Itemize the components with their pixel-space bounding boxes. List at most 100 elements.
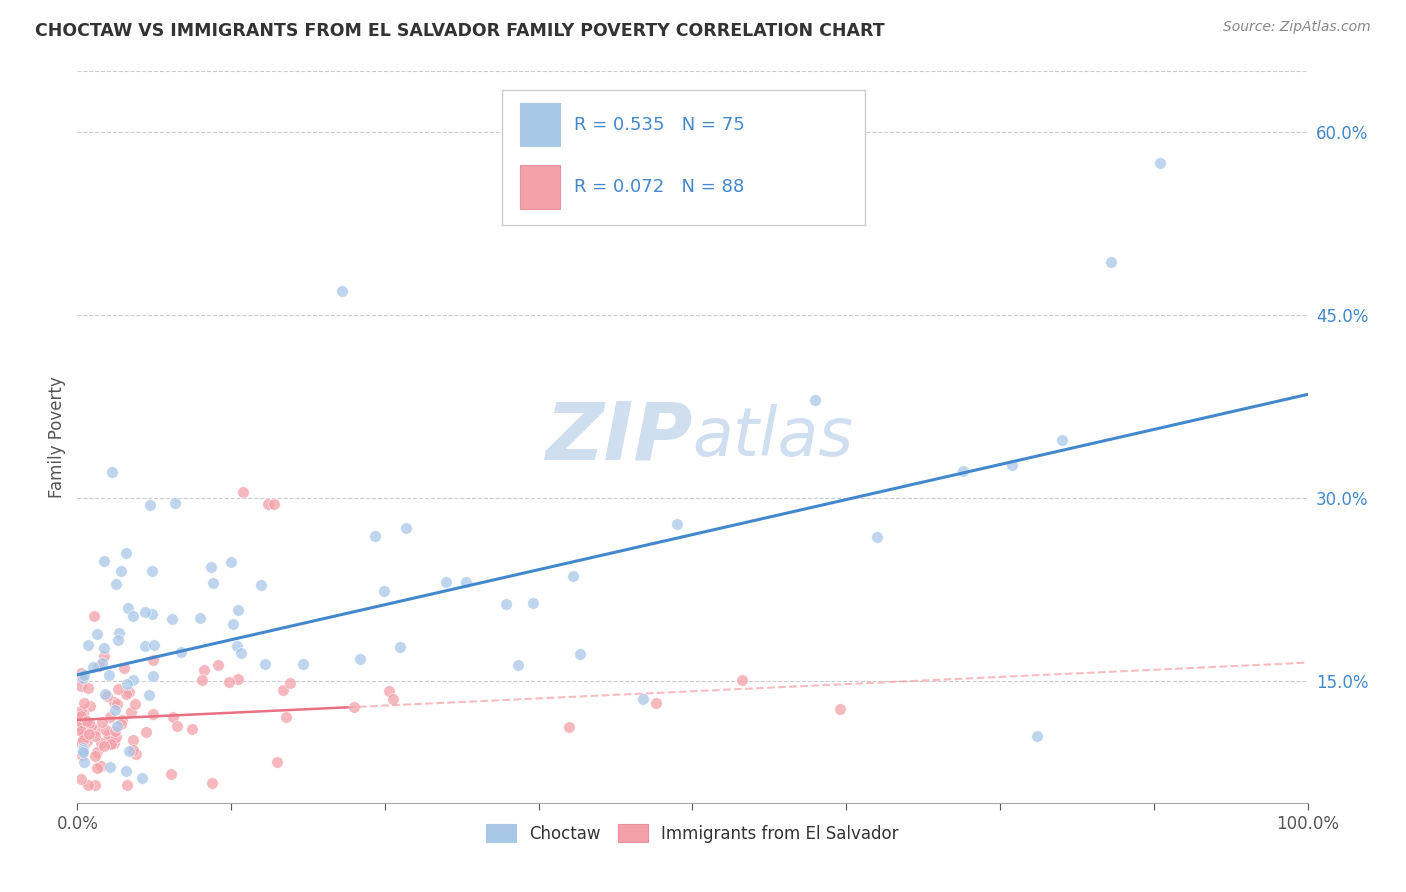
Point xyxy=(389,640,412,654)
Point xyxy=(107,681,129,696)
Point xyxy=(141,564,163,578)
Point xyxy=(112,661,135,675)
Point xyxy=(70,772,93,786)
Point xyxy=(79,727,101,741)
Point xyxy=(77,716,100,731)
Text: Source: ZipAtlas.com: Source: ZipAtlas.com xyxy=(1223,20,1371,34)
Point xyxy=(263,497,285,511)
Point xyxy=(87,658,110,673)
Point xyxy=(72,741,94,756)
Point xyxy=(107,633,129,648)
Point xyxy=(73,739,96,753)
Point xyxy=(73,755,96,769)
Point xyxy=(84,778,107,792)
Point xyxy=(190,673,212,688)
Point xyxy=(506,657,529,672)
Point xyxy=(76,778,98,792)
Point xyxy=(1099,255,1122,269)
Point xyxy=(232,485,254,500)
Point xyxy=(134,605,156,619)
Point xyxy=(952,464,974,478)
Point xyxy=(93,640,115,655)
Point xyxy=(72,733,94,747)
Point xyxy=(108,626,131,640)
Point xyxy=(93,648,115,663)
Point xyxy=(343,700,366,714)
Point xyxy=(72,671,94,685)
Point xyxy=(77,681,100,695)
Point xyxy=(77,638,100,652)
Point xyxy=(138,688,160,702)
Point xyxy=(1149,155,1171,169)
Point xyxy=(100,737,122,751)
Point xyxy=(70,708,93,723)
FancyBboxPatch shape xyxy=(502,89,865,225)
Y-axis label: Family Poverty: Family Poverty xyxy=(48,376,66,498)
Point xyxy=(104,576,127,591)
Point xyxy=(76,734,98,748)
Point xyxy=(91,715,114,730)
Point xyxy=(118,685,141,699)
Point xyxy=(86,745,108,759)
Point xyxy=(70,666,93,681)
Point xyxy=(105,697,128,711)
Point xyxy=(160,767,183,781)
Point xyxy=(70,679,93,693)
Point xyxy=(98,668,121,682)
Point xyxy=(378,684,401,698)
Point xyxy=(165,496,187,510)
Point xyxy=(70,736,93,750)
Point xyxy=(221,555,243,569)
Point xyxy=(170,645,193,659)
Point xyxy=(160,612,183,626)
Point xyxy=(70,714,93,729)
Point xyxy=(72,706,94,721)
Point xyxy=(569,647,592,661)
Point xyxy=(166,719,188,733)
Point xyxy=(292,657,315,671)
Point xyxy=(226,672,249,686)
Point xyxy=(94,687,117,701)
Point xyxy=(226,639,249,653)
Point xyxy=(104,723,127,738)
Point xyxy=(90,736,112,750)
Point xyxy=(83,748,105,763)
Point xyxy=(101,465,124,479)
Point xyxy=(103,695,125,709)
Bar xyxy=(520,103,560,146)
Point xyxy=(76,714,98,728)
Point xyxy=(103,736,125,750)
Point xyxy=(97,728,120,742)
Point xyxy=(70,672,93,686)
Point xyxy=(86,627,108,641)
Point xyxy=(271,683,294,698)
Point xyxy=(254,657,277,671)
Point xyxy=(731,673,754,687)
Point xyxy=(200,560,222,574)
Point xyxy=(1026,729,1049,743)
Point xyxy=(257,497,280,511)
Point xyxy=(117,601,139,615)
Point xyxy=(200,776,222,790)
Point xyxy=(633,692,655,706)
Point xyxy=(103,703,125,717)
Legend: Choctaw, Immigrants from El Salvador: Choctaw, Immigrants from El Salvador xyxy=(479,818,905,849)
Point xyxy=(79,699,101,714)
Point xyxy=(135,725,157,739)
Point xyxy=(222,617,245,632)
Point xyxy=(115,677,138,691)
Text: atlas: atlas xyxy=(693,404,853,470)
Point xyxy=(97,731,120,745)
Point xyxy=(118,744,141,758)
Point xyxy=(141,607,163,622)
Point xyxy=(125,747,148,761)
Point xyxy=(90,758,112,772)
Point xyxy=(266,755,288,769)
Point xyxy=(558,720,581,734)
Point xyxy=(121,742,143,756)
Text: CHOCTAW VS IMMIGRANTS FROM EL SALVADOR FAMILY POVERTY CORRELATION CHART: CHOCTAW VS IMMIGRANTS FROM EL SALVADOR F… xyxy=(35,22,884,40)
Point xyxy=(142,653,165,667)
Point xyxy=(98,710,121,724)
Point xyxy=(830,702,852,716)
Point xyxy=(70,720,93,734)
